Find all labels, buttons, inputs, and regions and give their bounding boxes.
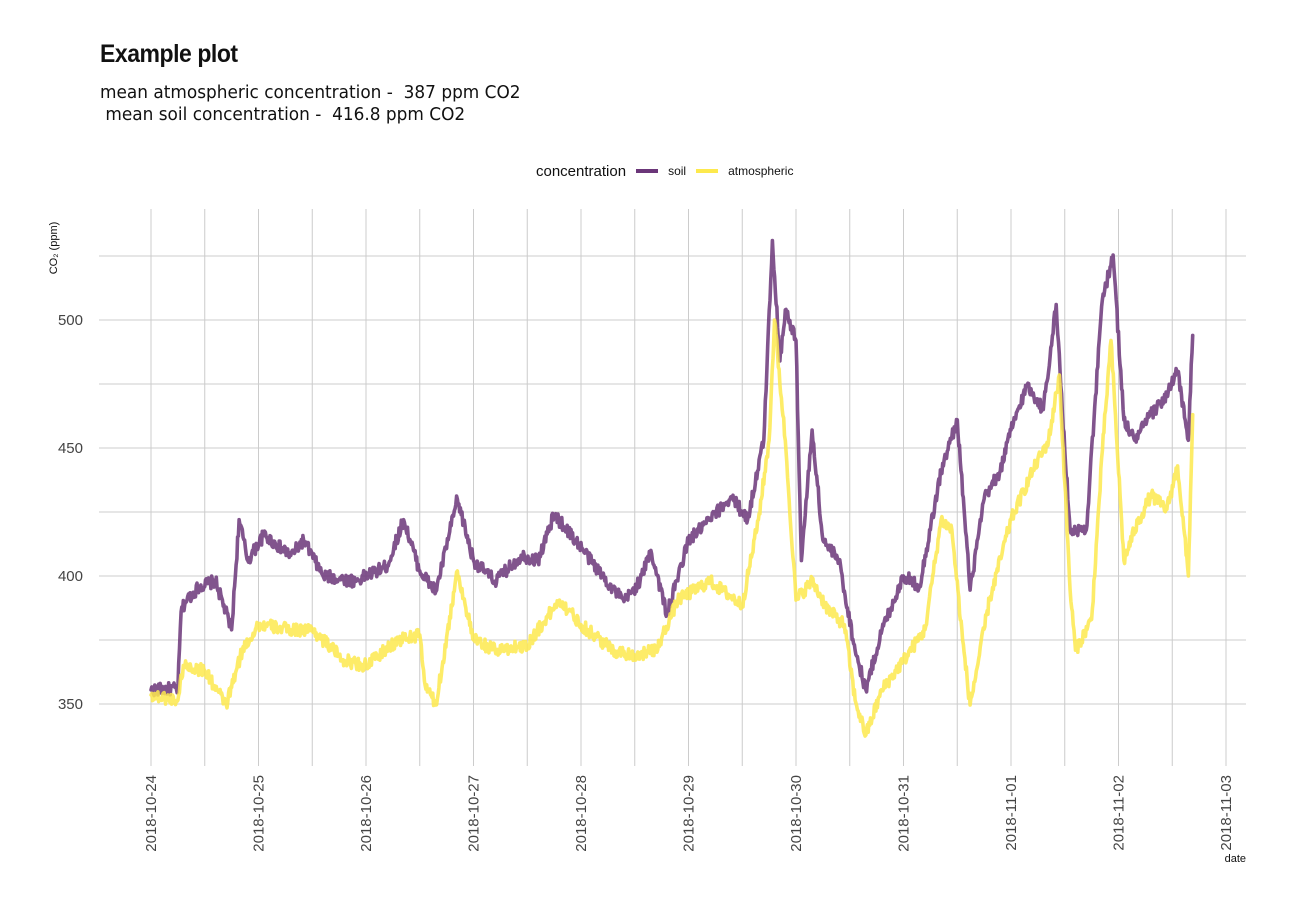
x-tick-label: 2018-11-02 — [1111, 775, 1128, 851]
y-tick-label: 350 — [58, 696, 83, 713]
legend-swatch-atmospheric — [696, 169, 719, 173]
legend: concentration soil atmospheric — [536, 161, 803, 181]
x-tick-label: 2018-10-30 — [788, 775, 805, 852]
x-tick-label: 2018-10-31 — [896, 775, 913, 852]
y-tick-label: 500 — [58, 312, 83, 329]
y-axis-title: CO₂ (ppm) — [48, 222, 60, 275]
x-axis-ticks: 2018-10-24 2018-10-25 2018-10-26 2018-10-27… — [143, 775, 1235, 852]
y-axis-ticks: 350 400 450 500 — [58, 312, 83, 713]
legend-label-soil: soil — [668, 164, 687, 178]
grid — [99, 209, 1246, 766]
chart-subtitle: mean atmospheric concentration - 387 ppm… — [100, 82, 521, 126]
legend-swatch-soil — [636, 169, 659, 173]
subtitle-line-atmospheric: mean atmospheric concentration - 387 ppm… — [100, 82, 521, 103]
series-line-soil — [149, 238, 1195, 698]
x-tick-label: 2018-10-27 — [466, 775, 483, 852]
x-tick-label: 2018-10-26 — [358, 775, 375, 852]
y-tick-label: 400 — [58, 568, 83, 585]
series-line-atmospheric — [149, 318, 1195, 738]
legend-label-atmospheric: atmospheric — [728, 164, 794, 178]
chart-title: Example plot — [100, 40, 238, 68]
subtitle-line-soil: mean soil concentration - 416.8 ppm CO2 — [100, 104, 466, 125]
series-layer — [149, 238, 1195, 738]
x-tick-label: 2018-10-24 — [143, 775, 160, 852]
x-tick-label: 2018-10-29 — [681, 775, 698, 852]
x-axis-title: date — [1225, 853, 1246, 865]
x-tick-label: 2018-11-01 — [1003, 775, 1020, 851]
y-tick-label: 450 — [58, 440, 83, 457]
x-tick-label: 2018-10-28 — [573, 775, 590, 852]
legend-title: concentration — [536, 162, 627, 180]
x-tick-label: 2018-11-03 — [1218, 775, 1235, 851]
x-tick-label: 2018-10-25 — [251, 775, 268, 852]
